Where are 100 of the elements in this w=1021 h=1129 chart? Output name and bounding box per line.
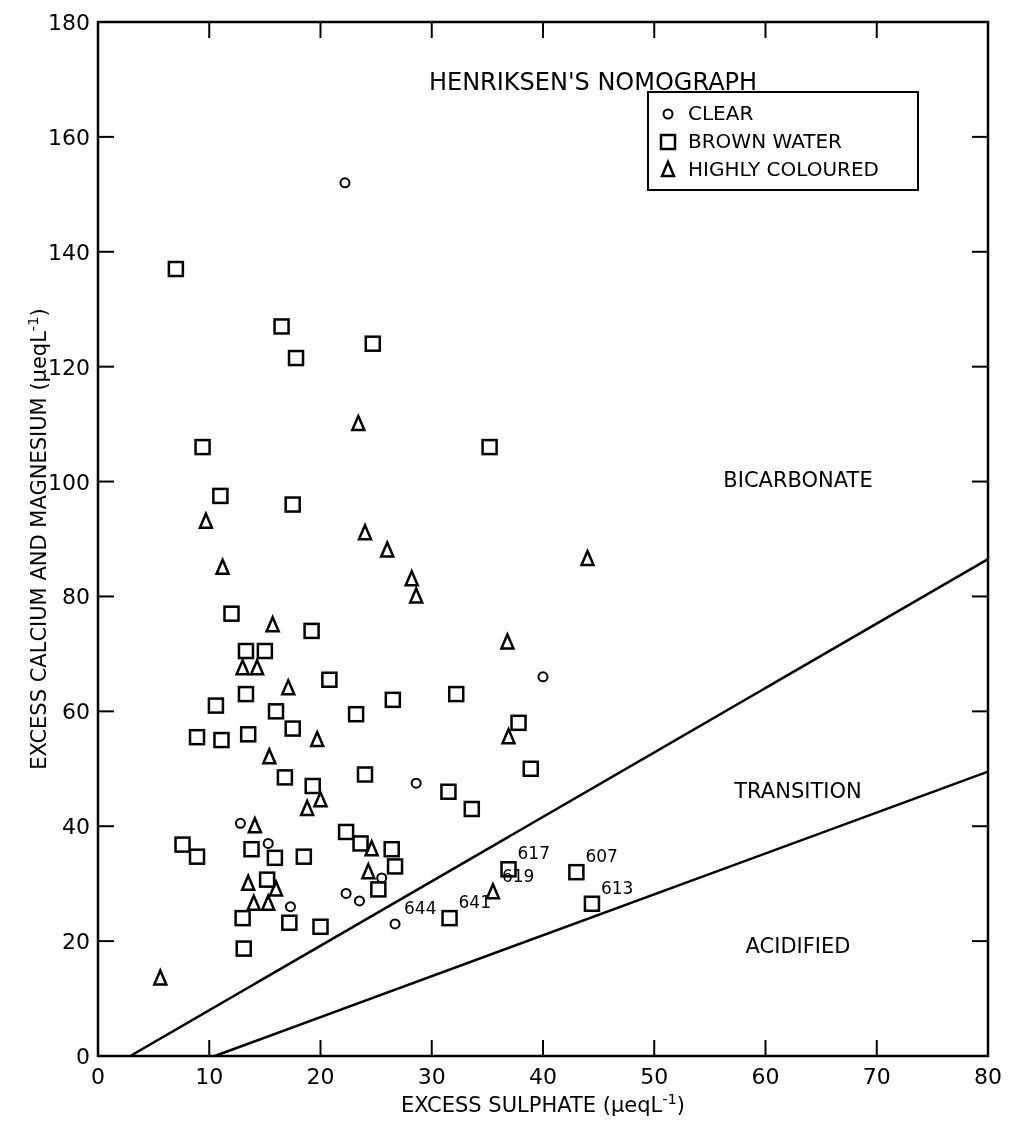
legend-label: HIGHLY COLOURED bbox=[688, 156, 879, 181]
point bbox=[583, 895, 601, 913]
point bbox=[356, 766, 374, 783]
annotation: 619 bbox=[501, 866, 535, 887]
point bbox=[243, 840, 260, 858]
point bbox=[284, 720, 301, 737]
legend-label: BROWN WATER bbox=[688, 128, 843, 153]
point bbox=[249, 659, 265, 676]
point bbox=[347, 705, 365, 723]
point bbox=[312, 918, 329, 935]
point bbox=[353, 895, 365, 907]
x-tick-label: 80 bbox=[974, 1064, 1002, 1089]
annotation: 617 bbox=[517, 843, 550, 864]
point bbox=[239, 726, 257, 743]
point bbox=[304, 777, 321, 795]
point bbox=[287, 349, 305, 367]
point bbox=[235, 659, 250, 676]
point bbox=[364, 335, 382, 352]
point bbox=[212, 487, 229, 505]
x-tick-label: 70 bbox=[862, 1064, 891, 1089]
point bbox=[321, 671, 338, 688]
point bbox=[260, 892, 276, 912]
point bbox=[441, 909, 458, 927]
point bbox=[284, 496, 301, 513]
point bbox=[309, 730, 325, 748]
point bbox=[313, 791, 328, 808]
point bbox=[235, 940, 252, 957]
annotation: BICARBONATE bbox=[723, 468, 873, 493]
point bbox=[463, 800, 481, 818]
point bbox=[337, 823, 355, 841]
point bbox=[386, 858, 404, 875]
point bbox=[404, 569, 419, 587]
point bbox=[284, 901, 296, 913]
point bbox=[376, 872, 388, 884]
point bbox=[213, 731, 230, 749]
point bbox=[265, 615, 280, 633]
text: HENRIKSEN'S NOMOGRAPH bbox=[428, 68, 758, 96]
point bbox=[267, 703, 285, 720]
point bbox=[281, 914, 298, 931]
point bbox=[537, 671, 549, 683]
point bbox=[447, 685, 465, 703]
point bbox=[440, 783, 457, 801]
x-tick-label: 50 bbox=[640, 1064, 669, 1089]
point bbox=[352, 835, 369, 852]
x-axis-title: EXCESS SULPHATE (μeqL$^{-1}$) bbox=[400, 1089, 686, 1117]
point bbox=[383, 840, 400, 858]
point bbox=[364, 839, 379, 857]
point bbox=[481, 438, 498, 456]
point bbox=[262, 748, 277, 765]
point bbox=[340, 887, 352, 899]
point bbox=[370, 881, 387, 898]
point bbox=[207, 697, 225, 714]
x-tick-label: 60 bbox=[751, 1064, 780, 1089]
point bbox=[188, 848, 206, 865]
x-tick-label: 10 bbox=[195, 1064, 224, 1089]
point bbox=[237, 642, 255, 660]
y-tick-label: 60 bbox=[62, 699, 90, 725]
annotation: 607 bbox=[585, 846, 618, 867]
point bbox=[237, 685, 255, 703]
y-tick-label: 80 bbox=[62, 584, 90, 610]
point bbox=[299, 797, 315, 817]
point bbox=[167, 260, 185, 278]
point bbox=[410, 777, 422, 789]
point bbox=[153, 969, 168, 986]
point bbox=[280, 679, 296, 696]
x-tick-label: 40 bbox=[529, 1064, 557, 1089]
point bbox=[568, 863, 585, 881]
point bbox=[500, 633, 515, 650]
point bbox=[501, 727, 516, 745]
y-tick-label: 100 bbox=[48, 469, 90, 495]
point bbox=[247, 816, 263, 834]
point bbox=[234, 817, 246, 829]
annotation: 613 bbox=[600, 877, 634, 898]
point bbox=[223, 605, 240, 622]
y-tick-label: 160 bbox=[48, 124, 90, 150]
point bbox=[303, 622, 320, 640]
x-tick-label: 30 bbox=[417, 1064, 446, 1089]
point bbox=[262, 837, 274, 849]
point bbox=[273, 318, 290, 335]
point bbox=[408, 587, 424, 604]
point bbox=[256, 642, 274, 660]
legend-label: CLEAR bbox=[688, 100, 754, 125]
point bbox=[174, 836, 191, 853]
point bbox=[357, 524, 373, 541]
point bbox=[380, 541, 395, 558]
point bbox=[188, 728, 206, 746]
point bbox=[522, 760, 540, 778]
y-tick-label: 0 bbox=[76, 1044, 90, 1069]
point bbox=[240, 874, 256, 891]
annotation: ACIDIFIED bbox=[745, 933, 851, 958]
point bbox=[580, 549, 595, 567]
y-tick-label: 20 bbox=[62, 929, 90, 955]
y-tick-label: 40 bbox=[62, 814, 90, 840]
point bbox=[276, 769, 294, 786]
x-tick-label: 20 bbox=[306, 1064, 335, 1089]
y-tick-label: 180 bbox=[48, 10, 90, 35]
point bbox=[384, 691, 402, 709]
point bbox=[339, 177, 351, 189]
annotation: 641 bbox=[458, 892, 491, 913]
point bbox=[266, 849, 284, 867]
